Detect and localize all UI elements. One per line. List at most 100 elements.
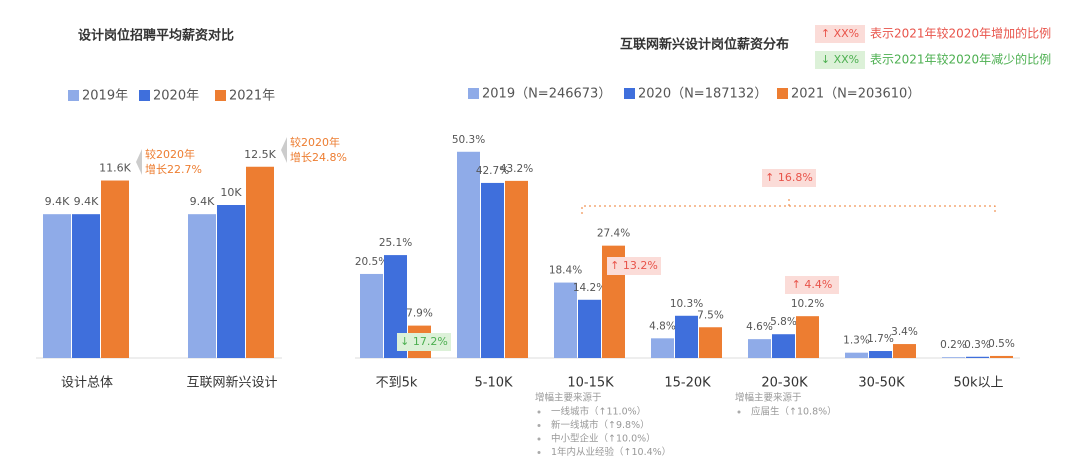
change-badge bbox=[762, 169, 816, 187]
bar bbox=[796, 316, 819, 358]
bullet bbox=[537, 424, 541, 427]
bar bbox=[360, 273, 383, 358]
bar bbox=[72, 214, 100, 358]
value-label: 4.8% bbox=[649, 320, 676, 332]
note-marker: ↑ XX% bbox=[821, 27, 859, 40]
value-label: 10K bbox=[220, 186, 242, 199]
bar bbox=[966, 356, 989, 358]
value-label: 42.7% bbox=[476, 165, 509, 177]
value-label: 10.2% bbox=[791, 298, 824, 310]
note-text: 表示2021年较2020年增加的比例 bbox=[870, 26, 1051, 41]
value-label: 7.9% bbox=[406, 308, 433, 320]
x-tick-label: 5-10K bbox=[474, 376, 513, 391]
value-label: 3.4% bbox=[891, 326, 918, 338]
bar bbox=[699, 327, 722, 358]
change-badge bbox=[397, 333, 451, 351]
bullet bbox=[537, 410, 541, 414]
annotation: 较2020年 bbox=[145, 147, 195, 161]
bar bbox=[651, 338, 674, 358]
legend-swatch bbox=[468, 88, 479, 99]
bar bbox=[772, 334, 795, 358]
bar bbox=[43, 214, 71, 358]
value-label: 20.5% bbox=[355, 256, 388, 268]
bar bbox=[457, 151, 480, 358]
note-marker: ↓ XX% bbox=[821, 53, 859, 66]
bracket bbox=[581, 198, 996, 214]
change-badge bbox=[785, 276, 839, 294]
legend-swatch bbox=[215, 90, 226, 101]
value-label: 43.2% bbox=[500, 163, 533, 175]
x-tick-label: 设计总体 bbox=[61, 376, 113, 391]
bar bbox=[481, 182, 504, 358]
value-label: 9.4K bbox=[190, 195, 215, 208]
x-tick-label: 15-20K bbox=[664, 376, 711, 391]
bar bbox=[578, 299, 601, 358]
change-label: ↓ 17.2% bbox=[400, 335, 448, 348]
annotation: 增长22.7% bbox=[145, 162, 202, 176]
change-label: ↑ 4.4% bbox=[792, 278, 833, 291]
legend-label: 2019年 bbox=[82, 89, 128, 104]
legend-label: 2021年 bbox=[229, 89, 275, 104]
bullet bbox=[537, 451, 541, 454]
bar bbox=[384, 255, 407, 358]
change-label: ↑ 13.2% bbox=[610, 259, 658, 272]
bar bbox=[217, 205, 245, 358]
bar bbox=[893, 344, 916, 358]
value-label: 0.3% bbox=[964, 339, 991, 351]
bar bbox=[675, 315, 698, 358]
legend-label: 2020年 bbox=[153, 89, 199, 104]
x-tick-label: 20-30K bbox=[761, 376, 808, 391]
chevron bbox=[136, 149, 142, 175]
legend-label: 2021（N=203610） bbox=[791, 87, 920, 102]
change-label: ↑ 16.8% bbox=[765, 171, 813, 184]
x-tick-label: 不到5k bbox=[376, 376, 418, 391]
legend-swatch bbox=[777, 88, 788, 99]
note-item: 中小型企业（↑10.0%） bbox=[551, 433, 656, 445]
bar bbox=[990, 355, 1013, 358]
bar bbox=[505, 180, 528, 358]
bar bbox=[188, 214, 216, 358]
note-item: 新一线城市（↑9.8%） bbox=[551, 419, 650, 431]
value-label: 25.1% bbox=[379, 237, 412, 249]
chevron bbox=[281, 137, 287, 163]
value-label: 1.3% bbox=[843, 335, 870, 347]
x-tick-label: 10-15K bbox=[567, 376, 614, 391]
value-label: 10.3% bbox=[670, 298, 703, 310]
bar bbox=[554, 282, 577, 358]
annotation: 较2020年 bbox=[290, 135, 340, 149]
value-label: 9.4K bbox=[45, 195, 70, 208]
value-label: 7.5% bbox=[697, 309, 724, 321]
value-label: 1.7% bbox=[867, 333, 894, 345]
note-badge bbox=[815, 51, 865, 69]
note-heading: 增幅主要来源于 bbox=[535, 392, 602, 404]
note-item: 应届生（↑10.8%） bbox=[751, 406, 837, 418]
legend-label: 2020（N=187132） bbox=[638, 87, 767, 102]
legend-label: 2019（N=246673） bbox=[482, 87, 611, 102]
bullet bbox=[737, 410, 741, 414]
note-badge bbox=[815, 25, 865, 43]
value-label: 9.4K bbox=[74, 195, 99, 208]
value-label: 11.6K bbox=[99, 162, 131, 175]
annotation: 增长24.8% bbox=[290, 150, 347, 164]
chart-title: 互联网新兴设计岗位薪资分布 bbox=[620, 37, 789, 53]
bar bbox=[845, 352, 868, 358]
value-label: 12.5K bbox=[244, 148, 276, 161]
value-label: 5.8% bbox=[770, 316, 797, 328]
note-text: 表示2021年较2020年减少的比例 bbox=[870, 52, 1051, 67]
chart-title: 设计岗位招聘平均薪资对比 bbox=[78, 28, 234, 44]
bar bbox=[246, 166, 274, 358]
legend-swatch bbox=[68, 90, 79, 101]
value-label: 0.2% bbox=[940, 339, 967, 351]
note-heading: 增幅主要来源于 bbox=[735, 392, 802, 404]
bullet bbox=[537, 437, 541, 441]
bar bbox=[869, 351, 892, 358]
bar bbox=[748, 339, 771, 358]
x-tick-label: 30-50K bbox=[858, 376, 905, 391]
legend-swatch bbox=[139, 90, 150, 101]
legend-swatch bbox=[624, 88, 635, 99]
x-tick-label: 互联网新兴设计 bbox=[186, 375, 277, 391]
note-item: 一线城市（↑11.0%） bbox=[551, 406, 646, 418]
value-label: 50.3% bbox=[452, 134, 485, 146]
change-badge bbox=[607, 257, 661, 275]
